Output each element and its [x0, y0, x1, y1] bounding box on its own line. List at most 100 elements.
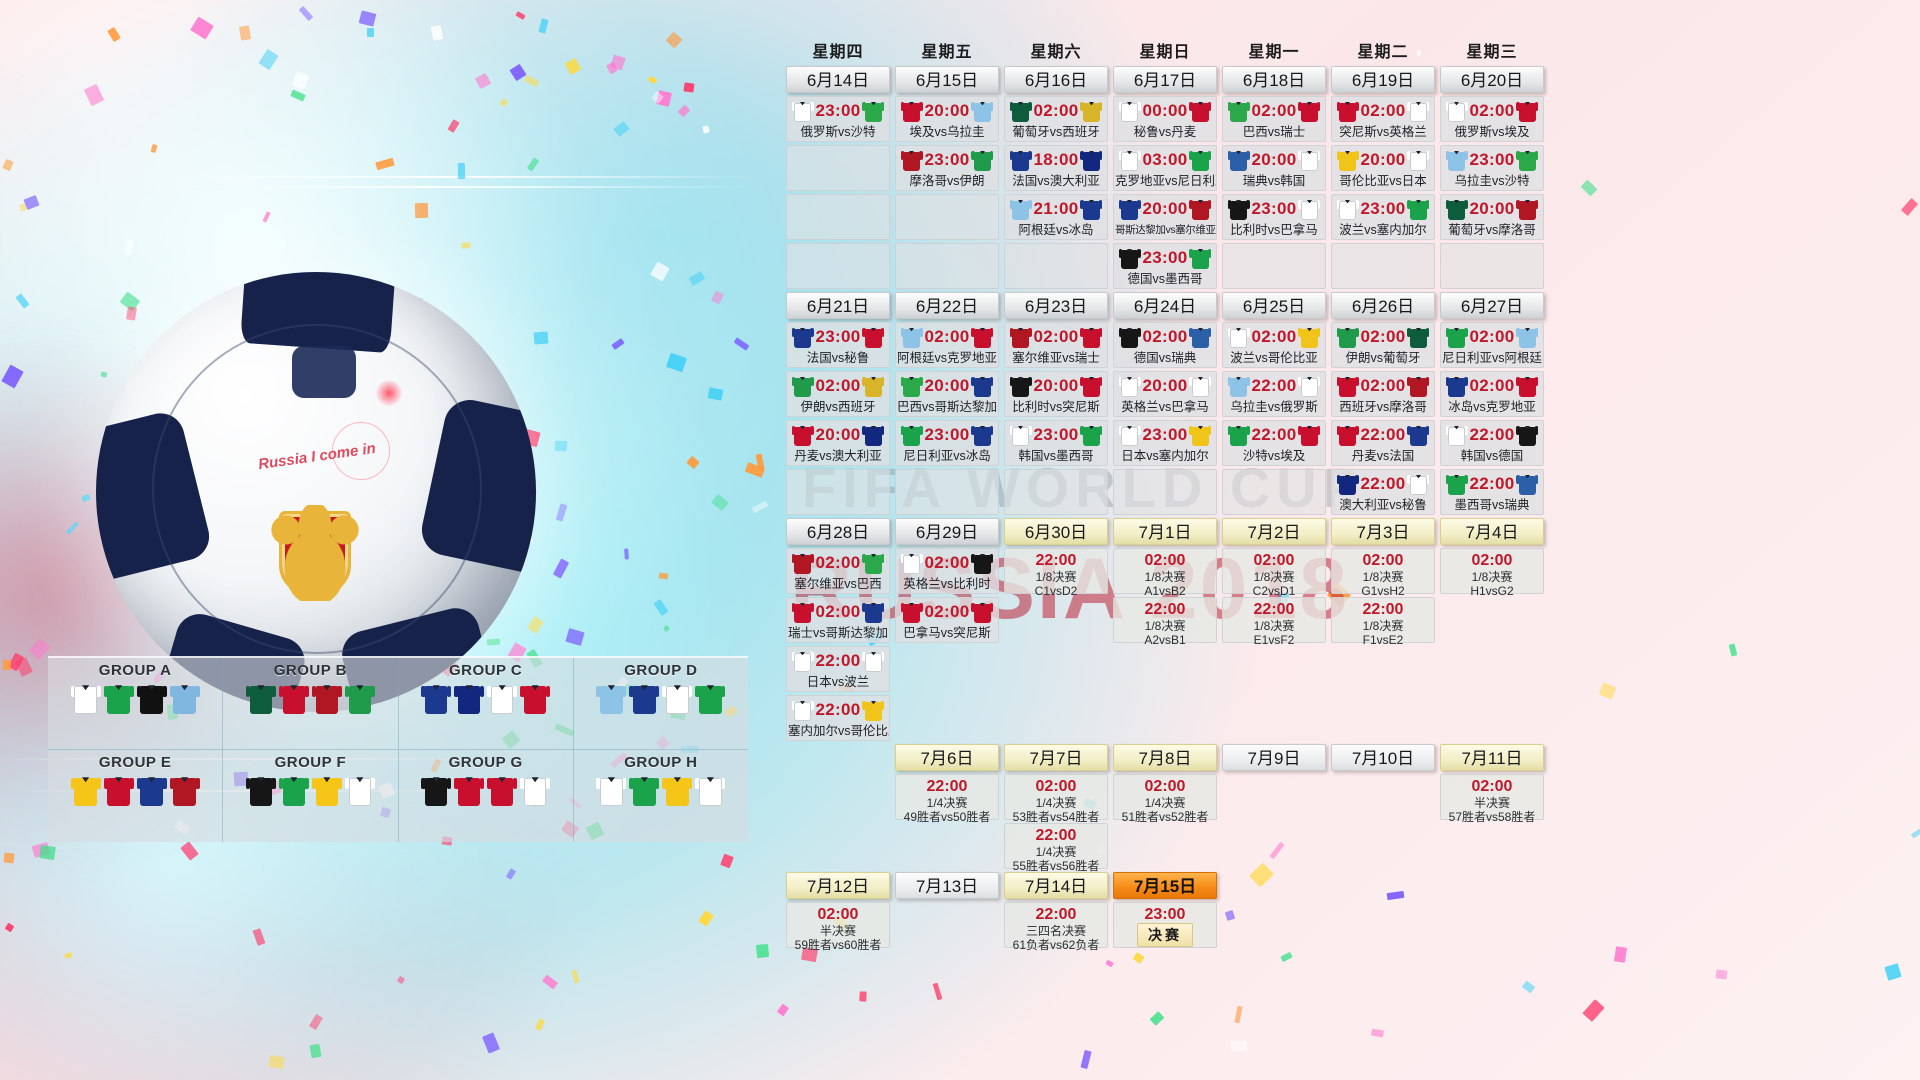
- match-cell[interactable]: 23:00 法国vs秘鲁: [786, 322, 890, 368]
- match-cell[interactable]: 23:00 比利时vs巴拿马: [1222, 194, 1326, 240]
- date-label-7月3日[interactable]: 7月3日: [1331, 518, 1435, 545]
- group-cell-group-h[interactable]: GROUP H: [574, 750, 748, 842]
- match-cell[interactable]: 18:00 法国vs澳大利亚: [1004, 145, 1108, 191]
- match-cell[interactable]: 00:00 秘鲁vs丹麦: [1113, 96, 1217, 142]
- match-cell[interactable]: 02:00 葡萄牙vs西班牙: [1004, 96, 1108, 142]
- knockout-match-cell[interactable]: 02:00 半决赛 57胜者vs58胜者: [1440, 774, 1544, 824]
- match-cell[interactable]: 02:00 塞尔维亚vs巴西: [786, 548, 890, 594]
- knockout-match-cell[interactable]: 02:00 半决赛 59胜者vs60胜者: [786, 902, 890, 952]
- match-cell[interactable]: 23:00 韩国vs墨西哥: [1004, 420, 1108, 466]
- match-cell[interactable]: 20:00 瑞典vs韩国: [1222, 145, 1326, 191]
- date-label-7月11日[interactable]: 7月11日: [1440, 744, 1544, 771]
- date-label-7月2日[interactable]: 7月2日: [1222, 518, 1326, 545]
- date-label-7月13日[interactable]: 7月13日: [895, 872, 999, 899]
- match-cell[interactable]: 02:00 巴拿马vs突尼斯: [895, 597, 999, 643]
- knockout-match-cell[interactable]: 22:00 三四名决赛 61负者vs62负者: [1004, 902, 1108, 952]
- knockout-match-cell[interactable]: 02:00 1/4决赛 51胜者vs52胜者: [1113, 774, 1217, 824]
- match-cell[interactable]: 02:00 阿根廷vs克罗地亚: [895, 322, 999, 368]
- date-label-7月8日[interactable]: 7月8日: [1113, 744, 1217, 771]
- date-label-6月27日[interactable]: 6月27日: [1440, 292, 1544, 319]
- match-cell[interactable]: 02:00 伊朗vs葡萄牙: [1331, 322, 1435, 368]
- knockout-match-cell[interactable]: 02:00 1/4决赛 53胜者vs54胜者: [1004, 774, 1108, 824]
- match-cell[interactable]: 20:00 巴西vs哥斯达黎加: [895, 371, 999, 417]
- date-label-6月22日[interactable]: 6月22日: [895, 292, 999, 319]
- date-label-6月21日[interactable]: 6月21日: [786, 292, 890, 319]
- match-cell[interactable]: 20:00 比利时vs突尼斯: [1004, 371, 1108, 417]
- knockout-match-cell[interactable]: 22:00 1/4决赛 55胜者vs56胜者: [1004, 823, 1108, 873]
- date-label-6月25日[interactable]: 6月25日: [1222, 292, 1326, 319]
- match-cell[interactable]: 20:00 丹麦vs澳大利亚: [786, 420, 890, 466]
- knockout-match-cell[interactable]: 22:00 1/8决赛 F1vsE2: [1331, 597, 1435, 647]
- match-cell[interactable]: 02:00 突尼斯vs英格兰: [1331, 96, 1435, 142]
- date-label-6月29日[interactable]: 6月29日: [895, 518, 999, 545]
- knockout-match-cell[interactable]: 22:00 1/4决赛 49胜者vs50胜者: [895, 774, 999, 824]
- match-cell[interactable]: 23:00 乌拉圭vs沙特: [1440, 145, 1544, 191]
- match-cell[interactable]: 22:00 墨西哥vs瑞典: [1440, 469, 1544, 515]
- knockout-match-cell[interactable]: 02:00 1/8决赛 C2vsD1: [1222, 548, 1326, 598]
- match-cell[interactable]: 02:00 冰岛vs克罗地亚: [1440, 371, 1544, 417]
- match-cell[interactable]: 03:00 克罗地亚vs尼日利亚: [1113, 145, 1217, 191]
- match-cell[interactable]: 23:00 日本vs塞内加尔: [1113, 420, 1217, 466]
- match-cell[interactable]: 22:00 韩国vs德国: [1440, 420, 1544, 466]
- date-label-6月20日[interactable]: 6月20日: [1440, 66, 1544, 93]
- match-cell[interactable]: 20:00 英格兰vs巴拿马: [1113, 371, 1217, 417]
- date-label-7月10日[interactable]: 7月10日: [1331, 744, 1435, 771]
- match-cell[interactable]: 20:00 埃及vs乌拉圭: [895, 96, 999, 142]
- match-cell[interactable]: 22:00 日本vs波兰: [786, 646, 890, 692]
- date-label-6月14日[interactable]: 6月14日: [786, 66, 890, 93]
- match-cell[interactable]: 02:00 塞尔维亚vs瑞士: [1004, 322, 1108, 368]
- date-label-6月23日[interactable]: 6月23日: [1004, 292, 1108, 319]
- match-cell[interactable]: 22:00 沙特vs埃及: [1222, 420, 1326, 466]
- match-cell[interactable]: 23:00 德国vs墨西哥: [1113, 243, 1217, 289]
- group-cell-group-e[interactable]: GROUP E: [48, 750, 224, 842]
- group-cell-group-f[interactable]: GROUP F: [223, 750, 399, 842]
- match-cell[interactable]: 20:00 葡萄牙vs摩洛哥: [1440, 194, 1544, 240]
- match-cell[interactable]: 21:00 阿根廷vs冰岛: [1004, 194, 1108, 240]
- match-cell[interactable]: 22:00 乌拉圭vs俄罗斯: [1222, 371, 1326, 417]
- match-cell[interactable]: 02:00 俄罗斯vs埃及: [1440, 96, 1544, 142]
- match-cell[interactable]: 20:00 哥斯达黎加vs塞尔维亚: [1113, 194, 1217, 240]
- group-cell-group-b[interactable]: GROUP B: [223, 658, 399, 750]
- group-cell-group-d[interactable]: GROUP D: [573, 658, 748, 750]
- knockout-match-cell[interactable]: 22:00 1/8决赛 C1vsD2: [1004, 548, 1108, 598]
- match-cell[interactable]: 02:00 尼日利亚vs阿根廷: [1440, 322, 1544, 368]
- date-label-6月28日[interactable]: 6月28日: [786, 518, 890, 545]
- match-cell[interactable]: 02:00 英格兰vs比利时: [895, 548, 999, 594]
- date-label-7月14日[interactable]: 7月14日: [1004, 872, 1108, 899]
- date-label-7月1日[interactable]: 7月1日: [1113, 518, 1217, 545]
- date-label-6月15日[interactable]: 6月15日: [895, 66, 999, 93]
- match-cell[interactable]: 02:00 德国vs瑞典: [1113, 322, 1217, 368]
- group-cell-group-g[interactable]: GROUP G: [399, 750, 574, 842]
- match-cell[interactable]: 20:00 哥伦比亚vs日本: [1331, 145, 1435, 191]
- match-cell[interactable]: 02:00 瑞士vs哥斯达黎加: [786, 597, 890, 643]
- match-cell[interactable]: 02:00 伊朗vs西班牙: [786, 371, 890, 417]
- date-label-6月19日[interactable]: 6月19日: [1331, 66, 1435, 93]
- date-label-6月24日[interactable]: 6月24日: [1113, 292, 1217, 319]
- date-label-6月30日[interactable]: 6月30日: [1004, 518, 1108, 545]
- date-label-7月9日[interactable]: 7月9日: [1222, 744, 1326, 771]
- date-label-6月16日[interactable]: 6月16日: [1004, 66, 1108, 93]
- match-cell[interactable]: 02:00 巴西vs瑞士: [1222, 96, 1326, 142]
- match-cell[interactable]: 23:00 摩洛哥vs伊朗: [895, 145, 999, 191]
- knockout-match-cell[interactable]: 02:00 1/8决赛 H1vsG2: [1440, 548, 1544, 598]
- match-cell[interactable]: 23:00 波兰vs塞内加尔: [1331, 194, 1435, 240]
- match-cell[interactable]: 22:00 丹麦vs法国: [1331, 420, 1435, 466]
- group-cell-group-c[interactable]: GROUP C: [398, 658, 574, 750]
- date-label-7月7日[interactable]: 7月7日: [1004, 744, 1108, 771]
- date-label-7月15日[interactable]: 7月15日: [1113, 872, 1217, 899]
- group-cell-group-a[interactable]: GROUP A: [48, 658, 224, 750]
- date-label-6月26日[interactable]: 6月26日: [1331, 292, 1435, 319]
- match-cell[interactable]: 22:00 澳大利亚vs秘鲁: [1331, 469, 1435, 515]
- date-label-6月18日[interactable]: 6月18日: [1222, 66, 1326, 93]
- knockout-match-cell[interactable]: 22:00 1/8决赛 E1vsF2: [1222, 597, 1326, 647]
- date-label-7月12日[interactable]: 7月12日: [786, 872, 890, 899]
- date-label-6月17日[interactable]: 6月17日: [1113, 66, 1217, 93]
- match-cell[interactable]: 23:00 俄罗斯vs沙特: [786, 96, 890, 142]
- knockout-match-cell[interactable]: 02:00 1/8决赛 A1vsB2: [1113, 548, 1217, 598]
- knockout-match-cell[interactable]: 22:00 1/8决赛 A2vsB1: [1113, 597, 1217, 647]
- match-cell[interactable]: 02:00 西班牙vs摩洛哥: [1331, 371, 1435, 417]
- date-label-7月6日[interactable]: 7月6日: [895, 744, 999, 771]
- date-label-7月4日[interactable]: 7月4日: [1440, 518, 1544, 545]
- match-cell[interactable]: 23:00 尼日利亚vs冰岛: [895, 420, 999, 466]
- match-cell[interactable]: 02:00 波兰vs哥伦比亚: [1222, 322, 1326, 368]
